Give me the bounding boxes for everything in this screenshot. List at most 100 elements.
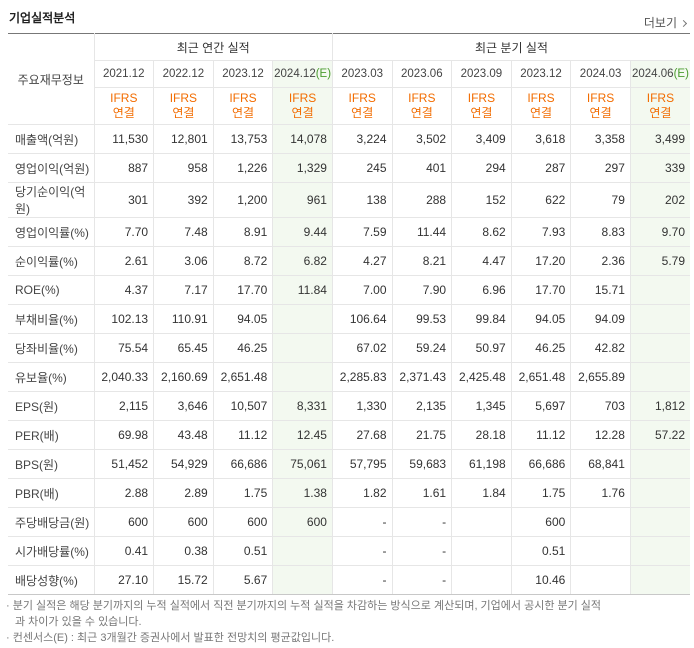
value-cell: 69.98: [93, 420, 155, 450]
accounting-standard: IFRS: [527, 91, 555, 105]
value-cell: [629, 478, 690, 508]
accounting-standard: IFRS: [408, 91, 436, 105]
basis-header: IFRS 연결: [629, 87, 690, 125]
value-cell: 600: [272, 507, 333, 537]
value-cell: 3,499: [629, 124, 690, 154]
value-cell: 1,226: [212, 153, 274, 183]
value-cell: 1.38: [272, 478, 333, 508]
value-cell: 152: [451, 182, 512, 218]
value-cell: 66,686: [510, 449, 572, 479]
accounting-standard: IFRS: [586, 91, 615, 105]
basis-row: IFRS 연결 IFRS 연결 IFRS 연결 IFRS 연결 IFRS 연결 IFRS 연결 IFRS…: [8, 87, 690, 125]
value-cell: 2,651.48: [212, 362, 274, 392]
data-row: 유보율(%) 2,040.33 2,160.69 2,651.48 2,285.83 2,…: [8, 362, 690, 392]
value-cell: 703: [570, 391, 631, 421]
value-cell: 106.64: [331, 304, 393, 334]
value-cell: 15.71: [570, 275, 631, 305]
value-cell: 5.79: [629, 246, 690, 276]
value-cell: 4.47: [451, 246, 512, 276]
value-cell: 17.70: [510, 275, 572, 305]
value-cell: 3,224: [331, 124, 393, 154]
accounting-standard: IFRS: [229, 91, 257, 105]
value-cell: 67.02: [331, 333, 393, 363]
value-cell: 3,618: [510, 124, 572, 154]
value-cell: 600: [93, 507, 155, 537]
value-cell: 0.41: [93, 536, 155, 566]
consolidation: 연결: [470, 106, 493, 120]
value-cell: 1.82: [331, 478, 393, 508]
more-link[interactable]: 더보기: [644, 14, 686, 31]
value-cell: 65.45: [153, 333, 214, 363]
footnotes: 분기 실적은 해당 분기까지의 누적 실적에서 직전 분기까지의 누적 실적을 …: [6, 598, 606, 646]
period-header: 2024.06(E): [629, 60, 690, 88]
value-cell: 0.51: [510, 536, 572, 566]
data-row: BPS(원) 51,452 54,929 66,686 75,061 57,795 59,6…: [8, 449, 690, 479]
value-cell: [629, 565, 690, 595]
period-date: 2023.12: [222, 68, 264, 80]
value-cell: [451, 565, 512, 595]
value-cell: 8.21: [391, 246, 453, 276]
value-cell: 11.12: [510, 420, 572, 450]
value-cell: 99.84: [451, 304, 512, 334]
value-cell: 27.68: [331, 420, 393, 450]
value-cell: [272, 565, 333, 595]
period-header: 2023.03: [331, 60, 393, 88]
basis-header: IFRS 연결: [212, 87, 274, 125]
value-cell: [629, 536, 690, 566]
period-date: 2023.06: [401, 68, 443, 80]
consolidation: 연결: [172, 106, 195, 120]
value-cell: 600: [153, 507, 214, 537]
value-cell: 7.48: [153, 217, 214, 247]
value-cell: 75,061: [272, 449, 333, 479]
value-cell: 8,331: [272, 391, 333, 421]
value-cell: 288: [391, 182, 453, 218]
value-cell: 2.36: [570, 246, 631, 276]
consolidation: 연결: [351, 106, 374, 120]
value-cell: 2,285.83: [331, 362, 393, 392]
value-cell: 961: [272, 182, 333, 218]
value-cell: 7.90: [391, 275, 453, 305]
period-date: 2021.12: [103, 68, 145, 80]
value-cell: 75.54: [93, 333, 155, 363]
value-cell: 2,160.69: [153, 362, 214, 392]
value-cell: [570, 536, 631, 566]
value-cell: 10.46: [510, 565, 572, 595]
value-cell: 12.45: [272, 420, 333, 450]
value-cell: [272, 333, 333, 363]
row-label: 시가배당률(%): [8, 536, 95, 566]
value-cell: 10,507: [212, 391, 274, 421]
value-cell: 17.20: [510, 246, 572, 276]
value-cell: 401: [391, 153, 453, 183]
basis-header: IFRS 연결: [391, 87, 453, 125]
estimate-mark: (E): [315, 68, 332, 80]
value-cell: [629, 333, 690, 363]
value-cell: 3,409: [451, 124, 512, 154]
value-cell: 94.09: [570, 304, 631, 334]
value-cell: 202: [629, 182, 690, 218]
value-cell: 9.44: [272, 217, 333, 247]
row-label: 주당배당금(원): [8, 507, 95, 537]
value-cell: 2,425.48: [451, 362, 512, 392]
consolidation: 연결: [649, 106, 672, 120]
value-cell: [629, 304, 690, 334]
value-cell: -: [331, 507, 393, 537]
section-title: 기업실적분석: [9, 11, 76, 25]
value-cell: 7.93: [510, 217, 572, 247]
value-cell: 12,801: [153, 124, 214, 154]
value-cell: 2.61: [93, 246, 155, 276]
value-cell: 12.28: [570, 420, 631, 450]
group-header: 최근 분기 실적: [331, 33, 690, 61]
period-header: 2021.12: [94, 60, 155, 88]
data-row: ROE(%) 4.37 7.17 17.70 11.84 7.00 7.90 6.96 17.7…: [8, 275, 690, 305]
data-row: 당좌비율(%) 75.54 65.45 46.25 67.02 59.24 50.97 46.…: [8, 333, 690, 363]
period-date: 2023.12: [520, 68, 562, 80]
value-cell: 21.75: [391, 420, 453, 450]
value-cell: 61,198: [451, 449, 512, 479]
period-date: 2023.03: [341, 68, 383, 80]
value-cell: 1.61: [391, 478, 453, 508]
value-cell: 11,530: [93, 124, 155, 154]
financial-table: 주요재무정보 최근 연간 실적 최근 분기 실적 2021.12 2022.12 2023…: [8, 33, 690, 595]
row-label: EPS(원): [8, 391, 95, 421]
value-cell: -: [391, 536, 453, 566]
consolidation: 연결: [112, 106, 135, 120]
